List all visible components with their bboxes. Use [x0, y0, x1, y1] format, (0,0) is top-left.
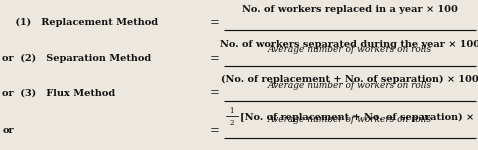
Text: Average number of workers on rolls: Average number of workers on rolls [268, 81, 432, 90]
Text: 1: 1 [229, 107, 234, 115]
Text: No. of workers replaced in a year × 100: No. of workers replaced in a year × 100 [242, 4, 457, 14]
Text: =: = [210, 52, 220, 65]
Text: =: = [210, 87, 220, 99]
Text: Average number of workers on rolls: Average number of workers on rolls [268, 45, 432, 54]
Text: =: = [210, 16, 220, 29]
Text: or: or [2, 126, 14, 135]
Text: Average number of workers on rolls: Average number of workers on rolls [268, 116, 432, 124]
Text: or  (3)   Flux Method: or (3) Flux Method [2, 88, 116, 98]
Text: (1)   Replacement Method: (1) Replacement Method [2, 18, 159, 27]
Text: No. of workers separated during the year × 100: No. of workers separated during the year… [219, 40, 478, 50]
Text: 2: 2 [229, 119, 234, 127]
Text: (No. of replacement + No. of separation) × 100: (No. of replacement + No. of separation)… [221, 75, 478, 84]
Text: or  (2)   Separation Method: or (2) Separation Method [2, 54, 152, 63]
Text: [No. of replacement + No. of separation) × 100: [No. of replacement + No. of separation)… [240, 112, 478, 122]
Text: =: = [210, 124, 220, 137]
